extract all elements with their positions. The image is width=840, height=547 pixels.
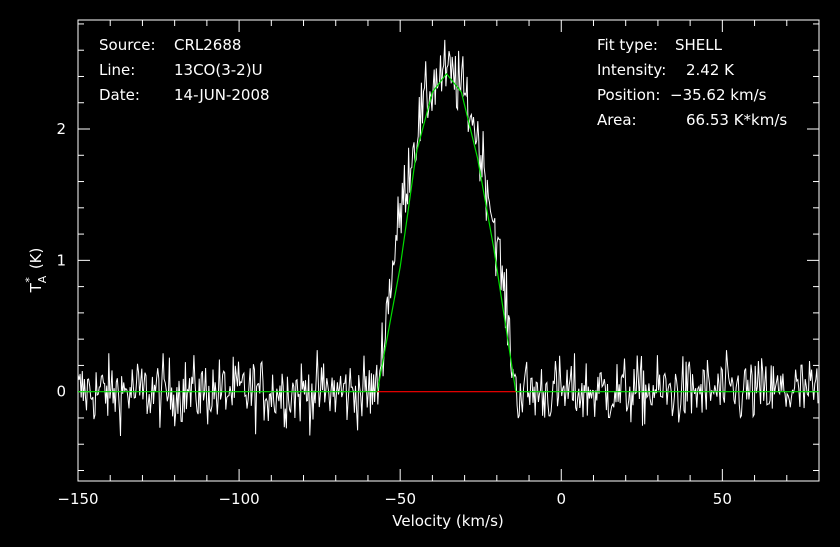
y-axis-label-unit: (K) xyxy=(27,248,45,270)
y-axis-label-main: T xyxy=(27,282,45,293)
line-label: Line: xyxy=(99,61,136,79)
tick-labels: −150 −100 −50 0 50 0 1 2 xyxy=(56,120,731,508)
y-axis-label-sub: A xyxy=(36,275,49,283)
fit-type-value: SHELL xyxy=(675,36,722,54)
plot-border xyxy=(77,19,820,482)
x-tick-label: −50 xyxy=(384,490,416,508)
y-tick-label: 2 xyxy=(56,120,66,138)
y-tick-label: 0 xyxy=(56,383,66,401)
svg-text:TA*(K): TA* (K) xyxy=(23,248,49,294)
plot-frame xyxy=(77,19,820,482)
x-tick-label: 50 xyxy=(713,490,732,508)
x-tick-label: 0 xyxy=(556,490,566,508)
area-value: 66.53 K*km/s xyxy=(686,111,788,129)
intensity-value: 2.42 K xyxy=(686,61,735,79)
y-axis-label-sup: * xyxy=(23,277,36,283)
data-layer xyxy=(77,39,819,437)
position-value: −35.62 km/s xyxy=(670,86,767,104)
axis-ticks xyxy=(77,20,820,481)
y-axis-label: TA* (K) xyxy=(23,248,49,294)
fit-type-label: Fit type: xyxy=(597,36,658,54)
date-value: 14-JUN-2008 xyxy=(174,86,270,104)
line-value: 13CO(3-2)U xyxy=(174,61,263,79)
x-tick-label: −150 xyxy=(57,490,98,508)
area-label: Area: xyxy=(597,111,637,129)
fit-line xyxy=(78,72,819,393)
position-label: Position: xyxy=(597,86,661,104)
date-label: Date: xyxy=(99,86,140,104)
spectrum-line xyxy=(77,39,819,437)
x-axis-label: Velocity (km/s) xyxy=(392,512,503,530)
x-tick-label: −100 xyxy=(218,490,259,508)
source-value: CRL2688 xyxy=(174,36,242,54)
y-tick-label: 1 xyxy=(56,251,66,269)
source-label: Source: xyxy=(99,36,156,54)
intensity-label: Intensity: xyxy=(597,61,667,79)
